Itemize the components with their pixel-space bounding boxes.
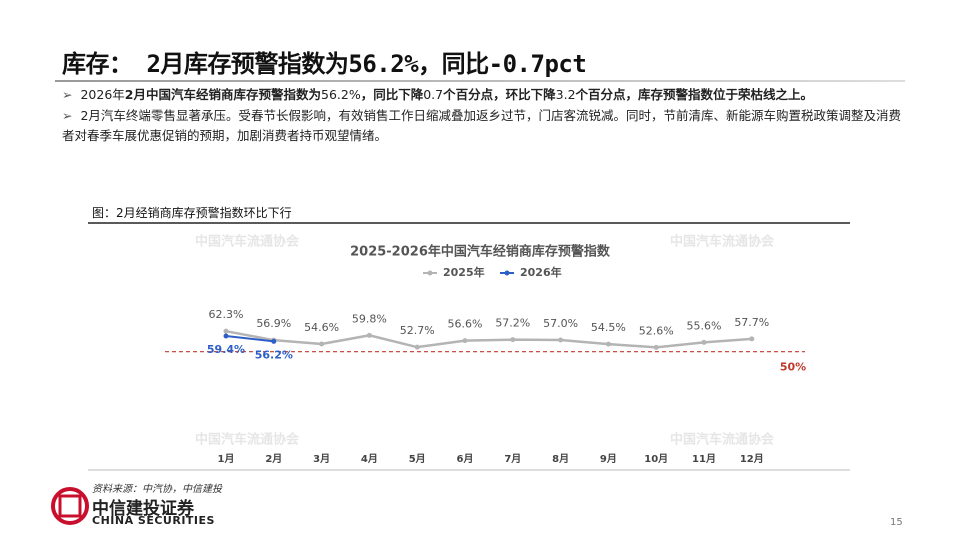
page-number: 15 — [890, 517, 903, 528]
data-label: 56.2% — [255, 348, 293, 361]
data-label: 54.5% — [591, 321, 626, 334]
x-tick-label: 5月 — [409, 453, 426, 465]
text: 2月汽车终端零售显著承压。受春节长假影响，有效销售工作日缩减叠加返乡过节，门店客… — [62, 108, 901, 143]
chart-title: 2025-2026年中国汽车经销商库存预警指数 — [350, 244, 611, 260]
x-tick-label: 2月 — [265, 453, 282, 465]
legend-label: 2026年 — [520, 265, 562, 279]
data-point — [223, 328, 229, 334]
watermark: 中国汽车流通协会 — [670, 234, 775, 250]
data-point — [319, 341, 325, 347]
x-tick-label: 12月 — [740, 453, 764, 465]
data-label: 56.9% — [256, 317, 291, 330]
watermark: 中国汽车流通协会 — [670, 432, 775, 448]
data-label: 56.6% — [448, 318, 483, 331]
text: ，同比下降 — [360, 87, 424, 102]
series-line — [225, 335, 274, 343]
data-label: 59.4% — [207, 343, 245, 356]
x-tick-label: 11月 — [692, 453, 716, 465]
figure-caption: 图：2月经销商库存预警指数环比下行 — [92, 206, 292, 220]
reference-label: 50% — [780, 361, 806, 374]
data-label: 57.7% — [734, 316, 769, 329]
data-label: 59.8% — [352, 312, 387, 325]
text: 56.2% — [321, 87, 361, 102]
legend-label: 2025年 — [443, 265, 485, 279]
data-point — [366, 332, 372, 338]
source: 资料来源：中汽协，中信建投 — [92, 484, 222, 495]
title-rule — [55, 80, 905, 82]
legend-marker — [427, 270, 433, 276]
text: 2月中国汽车经销商库存预警指数为 — [124, 87, 321, 102]
text: 0.7 — [423, 87, 444, 102]
data-point — [701, 339, 707, 345]
data-point — [605, 341, 611, 347]
x-tick-label: 9月 — [600, 453, 617, 465]
x-tick-label: 7月 — [504, 453, 521, 465]
text: 2026年 — [80, 87, 125, 102]
data-point — [462, 338, 468, 344]
data-point — [271, 338, 277, 344]
data-point — [558, 337, 564, 343]
x-tick-label: 10月 — [644, 453, 668, 465]
data-label: 57.0% — [543, 317, 578, 330]
data-label: 54.6% — [304, 321, 339, 334]
x-tick-label: 1月 — [218, 453, 235, 465]
data-point — [749, 336, 755, 342]
text: 3.2 — [555, 87, 576, 102]
series-line — [225, 329, 752, 349]
x-tick-label: 8月 — [552, 453, 569, 465]
caption-rule — [88, 222, 850, 224]
data-point — [223, 333, 229, 339]
bullet: ➢ 2026年2月中国汽车经销商库存预警指数为56.2%，同比下降0.7个百分点，… — [62, 87, 814, 102]
watermark: 中国汽车流通协会 — [195, 234, 300, 250]
x-tick-label: 3月 — [313, 453, 330, 465]
legend-marker — [504, 270, 510, 276]
data-label: 57.2% — [495, 317, 530, 330]
data-label: 62.3% — [209, 308, 244, 321]
text: 个百分点，环比下降 — [443, 87, 556, 102]
watermark: 中国汽车流通协会 — [195, 432, 300, 448]
title: 库存： 2月库存预警指数为56.2%，同比-0.7pct — [62, 50, 587, 78]
x-tick-label: 4月 — [361, 453, 378, 465]
x-tick-label: 6月 — [457, 453, 474, 465]
data-label: 55.6% — [687, 319, 722, 332]
data-label: 52.6% — [639, 324, 674, 337]
logo-name: 中信建投证券 — [92, 499, 194, 519]
data-point — [653, 344, 659, 350]
data-point — [414, 344, 420, 350]
text: 个百分点，库存预警指数位于荣枯线之上。 — [575, 87, 814, 102]
logo-english: CHINA SECURITIES — [92, 514, 215, 527]
bullet: ➢ 2月汽车终端零售显著承压。受春节长假影响，有效销售工作日缩减叠加返乡过节，门店… — [62, 108, 901, 143]
data-label: 52.7% — [400, 324, 435, 337]
data-point — [510, 337, 516, 343]
